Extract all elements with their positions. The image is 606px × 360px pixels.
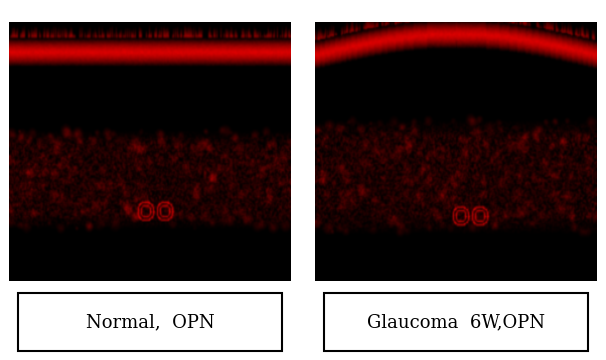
Text: Normal,  OPN: Normal, OPN	[85, 313, 215, 331]
Text: Glaucoma  6W,OPN: Glaucoma 6W,OPN	[367, 313, 545, 331]
FancyBboxPatch shape	[324, 293, 588, 351]
FancyBboxPatch shape	[18, 293, 282, 351]
